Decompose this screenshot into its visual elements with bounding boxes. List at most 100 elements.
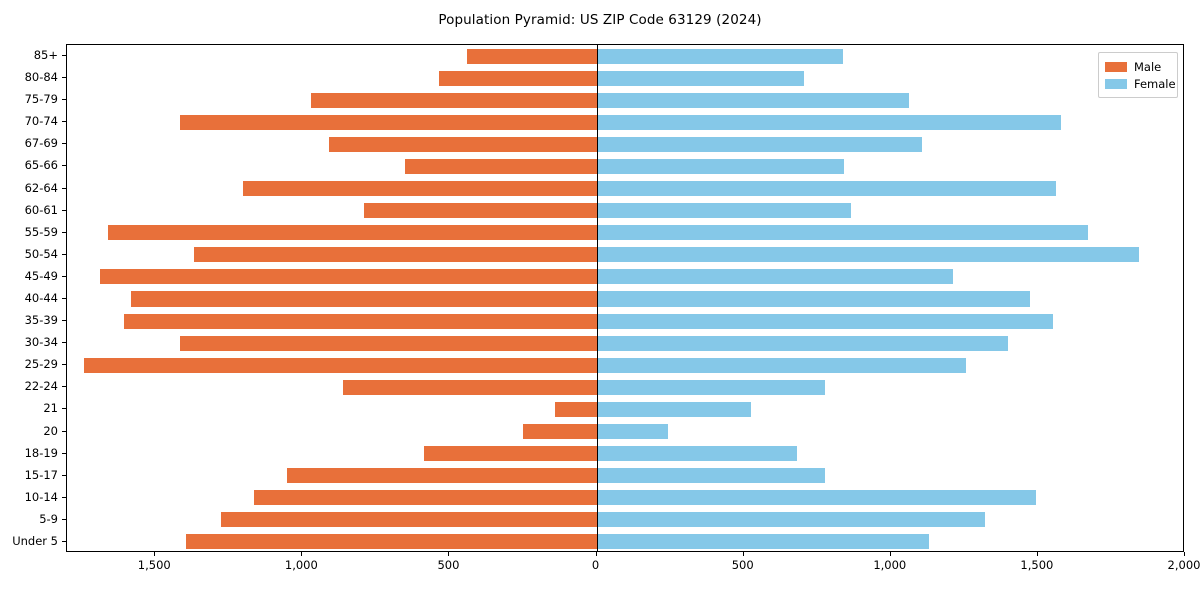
- x-axis-tick-label: 2,000: [1167, 558, 1200, 572]
- x-axis-tick-mark: [1184, 552, 1185, 556]
- y-axis-tick-label: 15-17: [24, 467, 58, 482]
- x-axis-tick-label: 500: [731, 558, 754, 572]
- x-axis-tick-label: 500: [437, 558, 460, 572]
- x-axis-tick-mark: [742, 552, 744, 556]
- bar-row: [67, 313, 1183, 329]
- y-axis-tick-label: 30-34: [24, 335, 58, 350]
- bar-row: [67, 158, 1183, 174]
- y-axis-tick-label: 65-66: [24, 158, 58, 173]
- bar-female: [596, 313, 1054, 329]
- bar-row: [67, 181, 1183, 197]
- plot-area: [66, 44, 1184, 552]
- y-axis-tick-mark: [62, 209, 66, 211]
- x-axis-tick-mark: [448, 552, 450, 556]
- bar-row: [67, 114, 1183, 130]
- legend-label-male: Male: [1134, 59, 1162, 74]
- y-axis-tick-label: 60-61: [24, 202, 58, 217]
- bar-row: [67, 446, 1183, 462]
- x-axis-tick-label: 1,500: [1020, 558, 1054, 572]
- y-axis-tick-label: 35-39: [24, 313, 58, 328]
- bar-male: [310, 92, 597, 108]
- bar-female: [596, 181, 1057, 197]
- bar-female: [596, 203, 852, 219]
- bar-female: [596, 70, 804, 86]
- x-axis-tick-mark: [595, 552, 597, 556]
- chart-title: Population Pyramid: US ZIP Code 63129 (2…: [438, 12, 762, 28]
- y-axis-tick-mark: [62, 143, 66, 145]
- bar-male: [100, 269, 597, 285]
- bar-row: [67, 70, 1183, 86]
- y-axis-tick-mark: [62, 540, 66, 542]
- bar-male: [342, 379, 597, 395]
- bar-male: [253, 490, 597, 506]
- y-axis-tick-mark: [62, 231, 66, 233]
- bar-female: [596, 468, 825, 484]
- bar-female: [596, 92, 910, 108]
- y-axis-tick-label: 22-24: [24, 379, 58, 394]
- y-axis-tick-mark: [62, 55, 66, 57]
- y-axis-tick-mark: [62, 165, 66, 167]
- y-axis-tick-mark: [62, 275, 66, 277]
- x-axis-tick-label: 1,500: [137, 558, 171, 572]
- y-axis-tick-mark: [62, 386, 66, 388]
- bar-row: [67, 424, 1183, 440]
- bar-male: [186, 534, 597, 550]
- bar-row: [67, 48, 1183, 64]
- bar-male: [364, 203, 597, 219]
- y-axis-tick-label: 45-49: [24, 268, 58, 283]
- x-axis-tick-mark: [301, 552, 303, 556]
- bar-row: [67, 269, 1183, 285]
- y-axis-tick-label: 5-9: [39, 511, 58, 526]
- bar-male: [130, 291, 597, 307]
- y-axis-tick-label: 10-14: [24, 489, 58, 504]
- x-axis-tick-marks: [66, 552, 1185, 556]
- y-axis-tick-mark: [62, 430, 66, 432]
- y-axis-tick-label: 62-64: [24, 180, 58, 195]
- y-axis-tick-label: 40-44: [24, 291, 58, 305]
- bar-row: [67, 534, 1183, 550]
- y-axis-tick-label: 50-54: [24, 246, 58, 261]
- x-axis-tick-mark: [1036, 552, 1038, 556]
- y-axis-tick-label: 85+: [33, 48, 58, 63]
- y-axis-tick-label: 20: [43, 423, 58, 438]
- bar-female: [596, 247, 1139, 263]
- bar-row: [67, 379, 1183, 395]
- legend-swatch-female-icon: [1105, 78, 1127, 89]
- legend-entry-male: Male: [1105, 58, 1171, 75]
- bar-male: [83, 357, 597, 373]
- bar-row: [67, 335, 1183, 351]
- bar-row: [67, 247, 1183, 263]
- y-axis-tick-mark: [62, 474, 66, 476]
- y-axis-tick-mark: [62, 496, 66, 498]
- bar-male: [124, 313, 597, 329]
- bar-row: [67, 136, 1183, 152]
- bar-row: [67, 512, 1183, 528]
- bar-male: [286, 468, 597, 484]
- x-axis-tick-label: 1,000: [284, 558, 318, 572]
- bar-male: [179, 114, 597, 130]
- zero-axis-line: [596, 45, 598, 551]
- bar-female: [596, 424, 669, 440]
- bar-row: [67, 291, 1183, 307]
- bar-row: [67, 92, 1183, 108]
- bar-male: [107, 225, 597, 241]
- bar-female: [596, 136, 922, 152]
- y-axis-tick-label: 75-79: [24, 92, 58, 107]
- bar-male: [405, 158, 597, 174]
- x-axis-tick-labels: 1,500 1,000 500 0 500 1,000 1,500 2,000: [66, 558, 1200, 578]
- y-axis-tick-label: 25-29: [24, 357, 58, 372]
- y-axis-tick-mark: [62, 518, 66, 520]
- bar-male: [179, 335, 597, 351]
- y-axis-tick-mark: [62, 187, 66, 189]
- bar-female: [596, 379, 826, 395]
- y-axis-tick-label: 55-59: [24, 224, 58, 239]
- bar-female: [596, 225, 1088, 241]
- y-axis-tick-mark: [62, 253, 66, 255]
- bar-male: [243, 181, 597, 197]
- bar-row: [67, 401, 1183, 417]
- bar-row: [67, 203, 1183, 219]
- bar-female: [596, 401, 752, 417]
- bar-male: [523, 424, 597, 440]
- x-axis-tick-mark: [154, 552, 156, 556]
